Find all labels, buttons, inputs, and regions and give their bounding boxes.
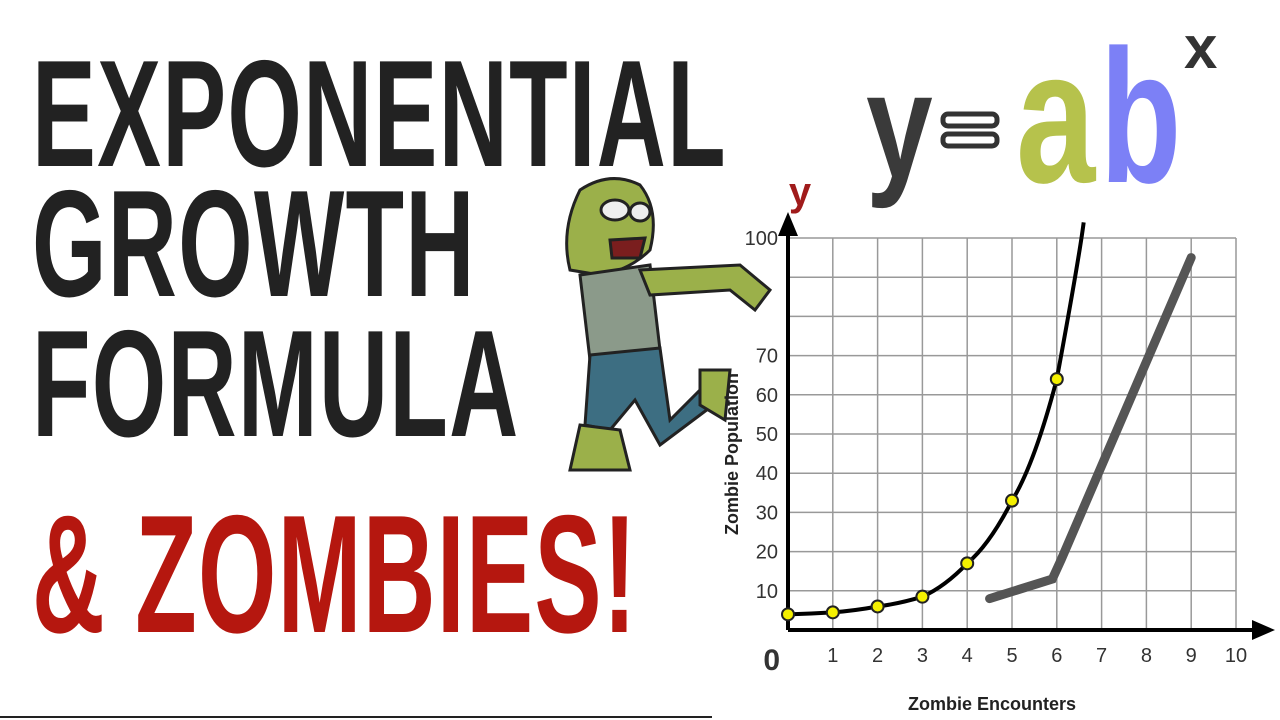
y-tick-label: 30 bbox=[756, 502, 778, 524]
x-tick-label: 4 bbox=[962, 645, 973, 667]
y-axis-label: Zombie Population bbox=[722, 373, 742, 535]
y-tick-label: 100 bbox=[745, 228, 778, 250]
equation-y: y bbox=[866, 41, 933, 209]
y-tick-label: 60 bbox=[756, 385, 778, 407]
y-tick-label: 70 bbox=[756, 346, 778, 368]
title-line-2: GROWTH bbox=[32, 159, 476, 329]
y-axis-arrow bbox=[778, 212, 798, 236]
y-axis-letter: y bbox=[789, 170, 812, 214]
origin-label: 0 bbox=[763, 644, 780, 677]
x-tick-label: 8 bbox=[1141, 645, 1152, 667]
x-axis-label: Zombie Encounters bbox=[908, 694, 1076, 714]
equation-b: b bbox=[1100, 11, 1182, 223]
y-tick-label: 50 bbox=[756, 424, 778, 446]
equation-equals-sign bbox=[940, 111, 1000, 149]
data-point bbox=[1005, 493, 1019, 508]
hockey-stick-illustration bbox=[985, 253, 1196, 604]
x-tick-label: 10 bbox=[1225, 645, 1247, 667]
data-point bbox=[960, 556, 975, 571]
data-point bbox=[781, 607, 795, 622]
y-tick-label: 10 bbox=[756, 581, 778, 603]
equation-exponent-x: x bbox=[1184, 14, 1218, 81]
x-tick-label: 7 bbox=[1096, 645, 1107, 667]
equation-a: a bbox=[1016, 11, 1096, 223]
zombie-illustration bbox=[565, 177, 773, 472]
data-point bbox=[1049, 372, 1064, 387]
data-point bbox=[915, 589, 930, 604]
title-line-3: FORMULA bbox=[32, 299, 520, 469]
x-tick-label: 1 bbox=[827, 645, 838, 667]
title-line-1: EXPONENTIAL bbox=[32, 29, 727, 199]
title-line-zombies: & ZOMBIES! bbox=[32, 480, 638, 668]
y-tick-label: 20 bbox=[756, 542, 778, 564]
divider-line bbox=[0, 716, 712, 718]
x-tick-label: 5 bbox=[1006, 645, 1017, 667]
x-axis-arrow bbox=[1252, 620, 1275, 640]
x-tick-label: 9 bbox=[1186, 645, 1197, 667]
x-tick-label: 6 bbox=[1051, 645, 1062, 667]
data-point bbox=[870, 599, 885, 614]
y-tick-label: 40 bbox=[756, 463, 778, 485]
x-tick-label: 3 bbox=[917, 645, 928, 667]
data-point bbox=[825, 605, 840, 620]
x-tick-label: 2 bbox=[872, 645, 883, 667]
